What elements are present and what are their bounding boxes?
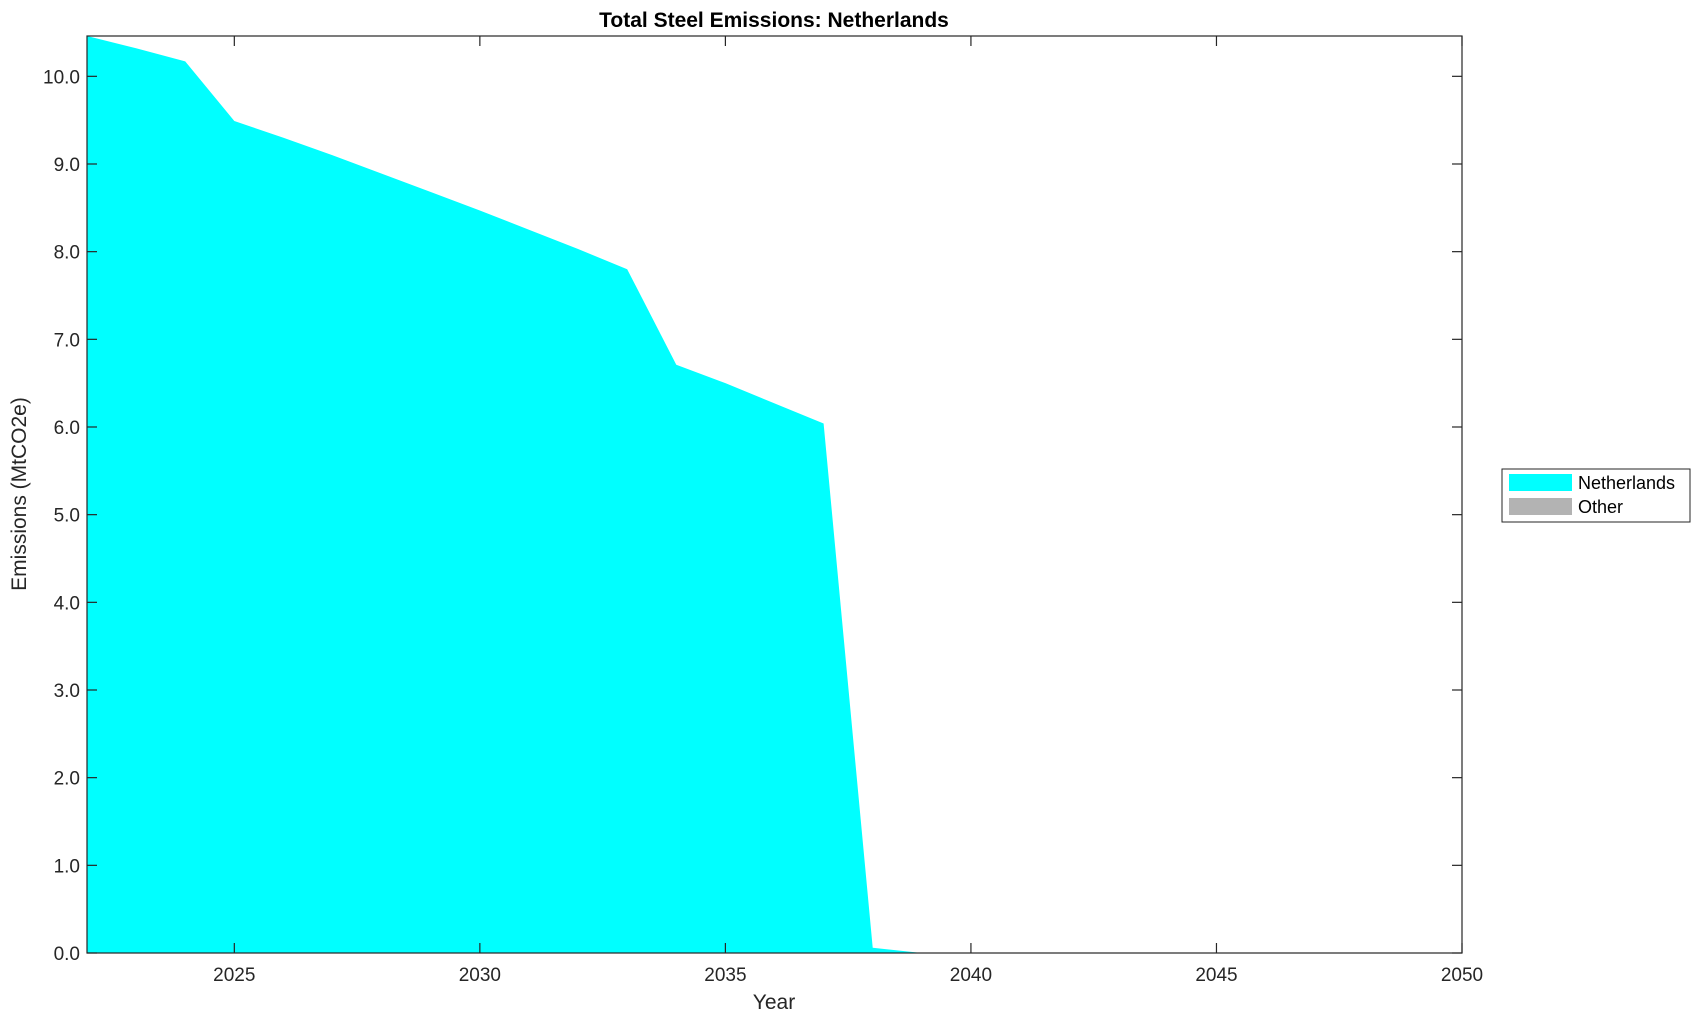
x-tick-label: 2025 [213, 965, 255, 986]
legend-swatch-netherlands [1509, 474, 1572, 491]
ticks: 2025 2030 2035 2040 2045 2050 0.0 1.0 2.0 3.0 4.0 5… [43, 36, 1483, 986]
y-tick-label: 7.0 [54, 330, 80, 351]
y-tick-label: 6.0 [54, 418, 80, 439]
chart-title: Total Steel Emissions: Netherlands [599, 9, 949, 32]
y-tick-label: 4.0 [54, 593, 80, 614]
y-axis-label: Emissions (MtCO2e) [8, 397, 31, 591]
legend-label-netherlands: Netherlands [1578, 473, 1675, 493]
y-tick-label: 8.0 [54, 243, 80, 264]
x-tick-label: 2030 [459, 965, 501, 986]
y-tick-label: 1.0 [54, 856, 80, 877]
y-tick-label: 9.0 [54, 155, 80, 176]
y-tick-label: 0.0 [54, 944, 80, 965]
x-tick-label: 2050 [1441, 965, 1483, 986]
axes-box [86, 35, 1463, 954]
y-tick-label: 5.0 [54, 506, 80, 527]
x-axis-label: Year [753, 991, 795, 1014]
x-tick-label: 2035 [704, 965, 746, 986]
x-tick-label: 2045 [1195, 965, 1237, 986]
y-tick-label: 3.0 [54, 681, 80, 702]
legend-label-other: Other [1578, 497, 1623, 517]
y-tick-label: 2.0 [54, 769, 80, 790]
area-netherlands [87, 36, 1462, 953]
legend-swatch-other [1509, 498, 1572, 515]
y-tick-label: 10.0 [43, 67, 80, 88]
x-tick-label: 2040 [950, 965, 992, 986]
legend: Netherlands Other [1501, 468, 1691, 523]
series-areas [87, 36, 1462, 953]
